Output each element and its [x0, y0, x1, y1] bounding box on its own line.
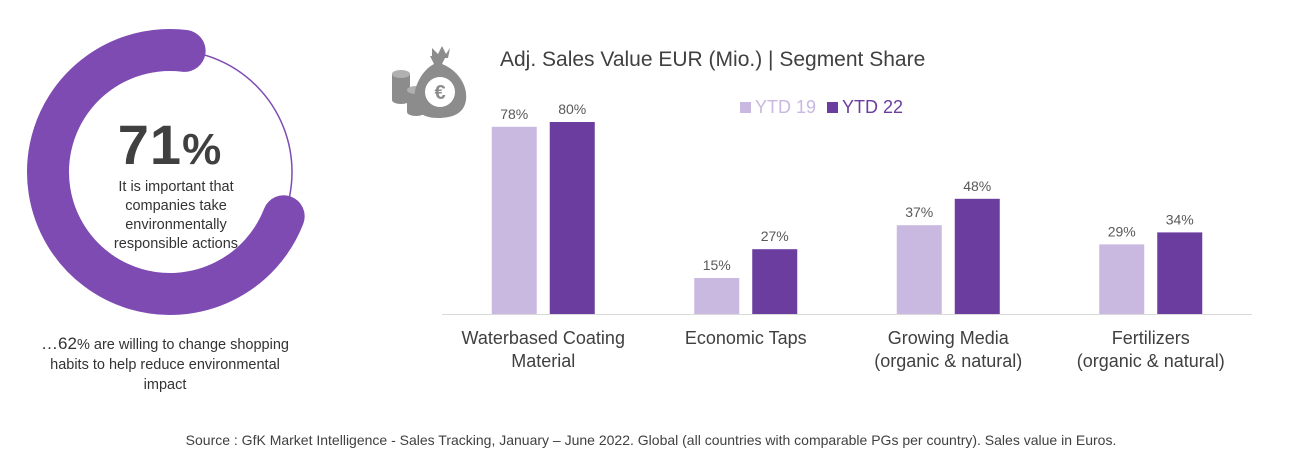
- bar-ytd19-2: [896, 225, 942, 314]
- bar-chart: 78% 80% Waterbased Coating Material 15% 27% Ec…: [442, 101, 1252, 371]
- money-bag-euro-icon: €: [392, 46, 467, 118]
- legend-item-ytd22: YTD 22: [827, 97, 903, 118]
- category-label: Economic Taps: [685, 328, 807, 348]
- data-label: 48%: [963, 178, 991, 194]
- bar-ytd22-3: [1157, 232, 1203, 314]
- donut-note-lead: …62: [41, 334, 77, 353]
- bar-ytd22-2: [954, 198, 1000, 314]
- donut-percent-number: 71: [117, 113, 183, 176]
- data-label: 29%: [1108, 223, 1136, 239]
- donut-arc: [27, 29, 305, 315]
- data-label: 34%: [1166, 211, 1194, 227]
- chart-title: Adj. Sales Value EUR (Mio.) | Segment Sh…: [500, 48, 926, 71]
- data-label: 37%: [905, 204, 933, 220]
- donut-note-text: % are willing to change shopping habits …: [50, 337, 289, 393]
- bar-ytd22-0: [549, 122, 595, 314]
- legend-label-ytd22: YTD 22: [842, 97, 904, 117]
- data-label: 78%: [500, 106, 528, 122]
- data-label: 27%: [761, 228, 789, 244]
- svg-text:€: €: [434, 82, 445, 104]
- category-label: Material: [511, 351, 575, 371]
- source-note: Source : GfK Market Intelligence - Sales…: [185, 432, 1117, 448]
- legend-swatch-ytd19: [740, 102, 751, 113]
- bar-ytd19-1: [694, 278, 740, 314]
- legend-label-ytd19: YTD 19: [755, 97, 817, 117]
- category-label: (organic & natural): [874, 351, 1022, 371]
- donut-note: …62% are willing to change shopping habi…: [40, 334, 290, 395]
- donut-chart: [27, 29, 305, 315]
- donut-percent-sign: %: [182, 125, 223, 174]
- chart-legend: YTD 19 YTD 22: [740, 97, 909, 118]
- category-label: Waterbased Coating: [462, 328, 625, 348]
- legend-item-ytd19: YTD 19: [740, 97, 816, 118]
- data-label: 80%: [558, 101, 586, 117]
- donut-percent: 71%: [40, 112, 300, 177]
- bar-ytd19-0: [491, 126, 537, 314]
- donut-caption: It is important that companies take envi…: [113, 179, 239, 252]
- legend-swatch-ytd22: [827, 102, 839, 113]
- bar-ytd22-1: [752, 249, 798, 314]
- data-label: 15%: [703, 257, 731, 273]
- category-label: (organic & natural): [1077, 351, 1225, 371]
- category-label: Growing Media: [888, 328, 1010, 348]
- bar-ytd19-3: [1099, 244, 1145, 314]
- donut-panel: 71% It is important that companies take …: [0, 0, 340, 420]
- category-label: Fertilizers: [1112, 328, 1190, 348]
